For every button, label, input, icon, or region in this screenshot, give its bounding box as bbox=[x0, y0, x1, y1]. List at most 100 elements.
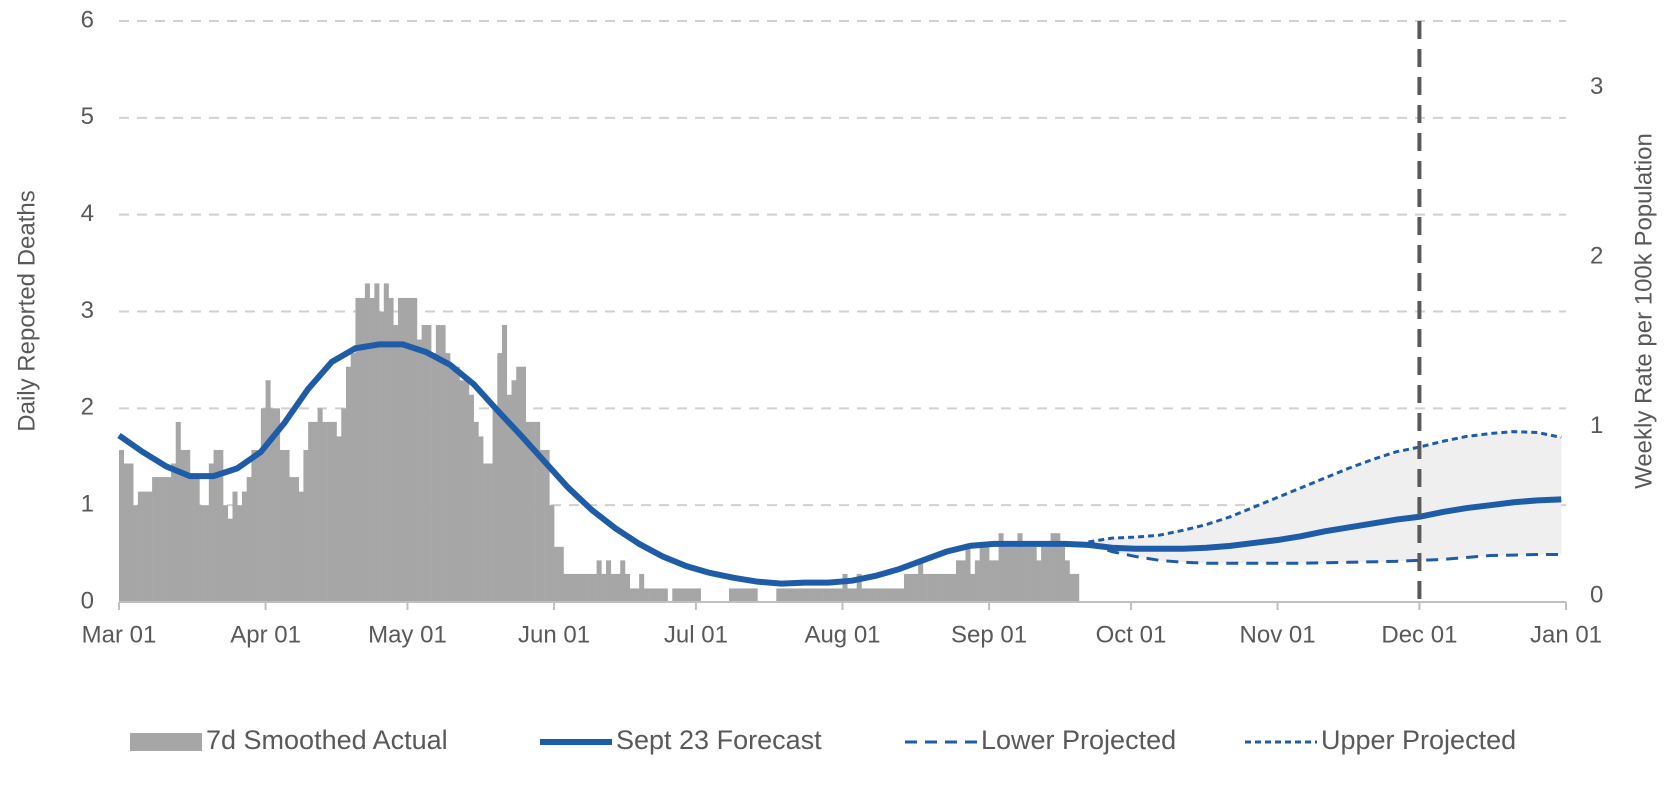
bar bbox=[204, 505, 210, 602]
x-tick-label: Dec 01 bbox=[1381, 621, 1457, 648]
bar bbox=[899, 588, 905, 602]
bar bbox=[497, 353, 503, 602]
bar bbox=[312, 421, 318, 602]
bar bbox=[781, 588, 787, 602]
bar bbox=[426, 325, 432, 602]
bar bbox=[733, 588, 739, 602]
bar bbox=[142, 491, 148, 602]
bar bbox=[194, 477, 200, 602]
bar bbox=[955, 560, 962, 602]
bar bbox=[937, 573, 943, 602]
bar bbox=[629, 588, 635, 602]
bar bbox=[345, 366, 352, 602]
x-tick-label: Jun 01 bbox=[518, 621, 590, 648]
bar bbox=[218, 449, 224, 602]
bar bbox=[984, 546, 990, 602]
bar bbox=[903, 573, 910, 602]
bar bbox=[341, 408, 347, 602]
bar bbox=[596, 560, 602, 602]
bar bbox=[166, 477, 172, 602]
bar bbox=[833, 588, 839, 602]
bar bbox=[620, 560, 626, 602]
bar bbox=[1074, 573, 1080, 602]
bar bbox=[615, 573, 621, 602]
bar bbox=[119, 449, 125, 602]
bar bbox=[643, 588, 649, 602]
bar bbox=[785, 588, 791, 602]
bar bbox=[407, 297, 413, 602]
bar bbox=[421, 325, 427, 602]
bar bbox=[837, 588, 843, 602]
bar bbox=[951, 573, 957, 602]
bar bbox=[875, 588, 881, 602]
bar bbox=[662, 588, 668, 602]
bar bbox=[483, 463, 489, 602]
bar bbox=[582, 573, 588, 602]
bar bbox=[535, 421, 541, 602]
bar bbox=[435, 325, 441, 602]
bar bbox=[303, 449, 309, 602]
bar bbox=[866, 588, 872, 602]
bar bbox=[459, 380, 465, 602]
bar bbox=[1017, 533, 1023, 602]
bar bbox=[256, 449, 262, 602]
bar bbox=[880, 588, 886, 602]
y2-tick-label: 1 bbox=[1590, 412, 1603, 439]
bar bbox=[468, 394, 474, 602]
bar bbox=[369, 297, 375, 602]
bar bbox=[450, 366, 456, 602]
bar bbox=[275, 408, 281, 602]
bar bbox=[227, 518, 233, 602]
bar bbox=[516, 366, 522, 602]
legend-label: 7d Smoothed Actual bbox=[206, 725, 448, 755]
bar bbox=[137, 491, 143, 602]
bar bbox=[1022, 546, 1028, 602]
bar bbox=[284, 449, 290, 602]
bar bbox=[308, 421, 314, 602]
bar bbox=[1008, 546, 1014, 602]
bar bbox=[681, 588, 687, 602]
legend-label: Sept 23 Forecast bbox=[616, 725, 822, 755]
bar bbox=[818, 588, 824, 602]
bar bbox=[908, 573, 914, 602]
bar bbox=[828, 588, 834, 602]
bar bbox=[752, 588, 758, 602]
bar bbox=[199, 505, 205, 602]
bar bbox=[152, 477, 158, 602]
bar bbox=[695, 588, 701, 602]
bar bbox=[355, 297, 361, 602]
y2-axis-title: Weekly Rate per 100k Population bbox=[1630, 133, 1657, 489]
bar bbox=[237, 505, 243, 602]
bar bbox=[743, 588, 749, 602]
bar bbox=[487, 463, 493, 602]
bar bbox=[364, 283, 370, 602]
bar bbox=[738, 588, 744, 602]
bar bbox=[676, 588, 683, 602]
bar bbox=[1041, 546, 1047, 602]
bar bbox=[1003, 546, 1009, 602]
bar bbox=[128, 463, 134, 602]
x-tick-label: Jul 01 bbox=[664, 621, 728, 648]
line bbox=[1088, 430, 1562, 544]
bar bbox=[913, 573, 919, 602]
projection-band bbox=[1088, 431, 1562, 564]
bar bbox=[454, 366, 460, 602]
bar bbox=[998, 533, 1004, 602]
y-tick-label: 3 bbox=[81, 297, 94, 324]
bar bbox=[672, 588, 678, 602]
y-tick-label: 5 bbox=[81, 103, 94, 130]
bar bbox=[639, 573, 645, 602]
bar bbox=[525, 421, 531, 602]
bar bbox=[1036, 560, 1042, 602]
bar bbox=[577, 573, 583, 602]
y-tick-label: 4 bbox=[81, 200, 94, 227]
bar bbox=[974, 560, 980, 602]
x-tick-label: Aug 01 bbox=[804, 621, 880, 648]
bar bbox=[591, 573, 597, 602]
bar bbox=[1031, 546, 1037, 602]
bar bbox=[374, 283, 380, 602]
bar bbox=[1012, 546, 1018, 602]
bar bbox=[175, 421, 181, 602]
x-tick-label: Mar 01 bbox=[82, 621, 157, 648]
